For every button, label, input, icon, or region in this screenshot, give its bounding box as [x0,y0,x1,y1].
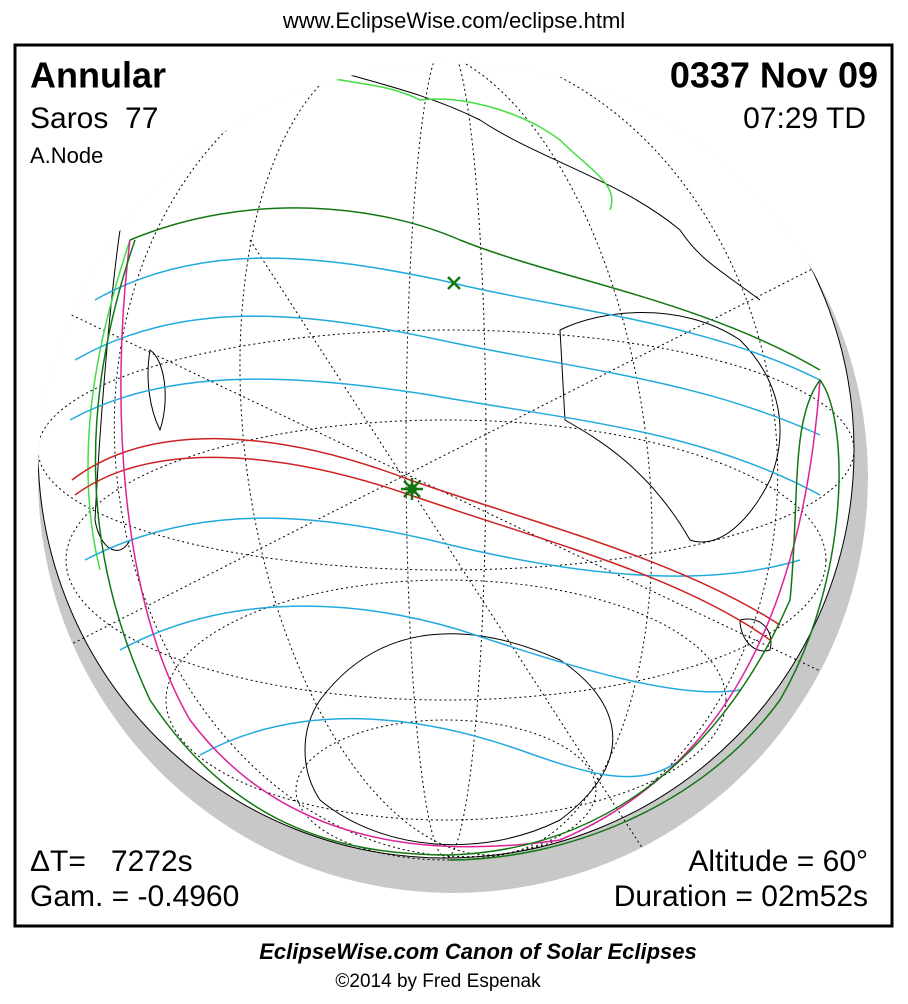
node: A.Node [30,143,103,168]
eclipse-type: Annular [30,55,166,96]
footer-title: EclipseWise.com Canon of Solar Eclipses [259,939,697,964]
saros: Saros 77 [30,102,158,135]
gamma: Gam. = -0.4960 [30,880,239,913]
globe [38,63,868,893]
delta-t: ΔT= 7272s [30,845,193,878]
altitude: Altitude = 60° [688,845,868,878]
footer-copyright: ©2014 by Fred Espenak [335,971,541,992]
duration: Duration = 02m52s [614,880,868,913]
time: 07:29 TD [743,102,866,135]
date: 0337 Nov 09 [670,55,878,96]
header-url: www.EclipseWise.com/eclipse.html [282,8,625,33]
